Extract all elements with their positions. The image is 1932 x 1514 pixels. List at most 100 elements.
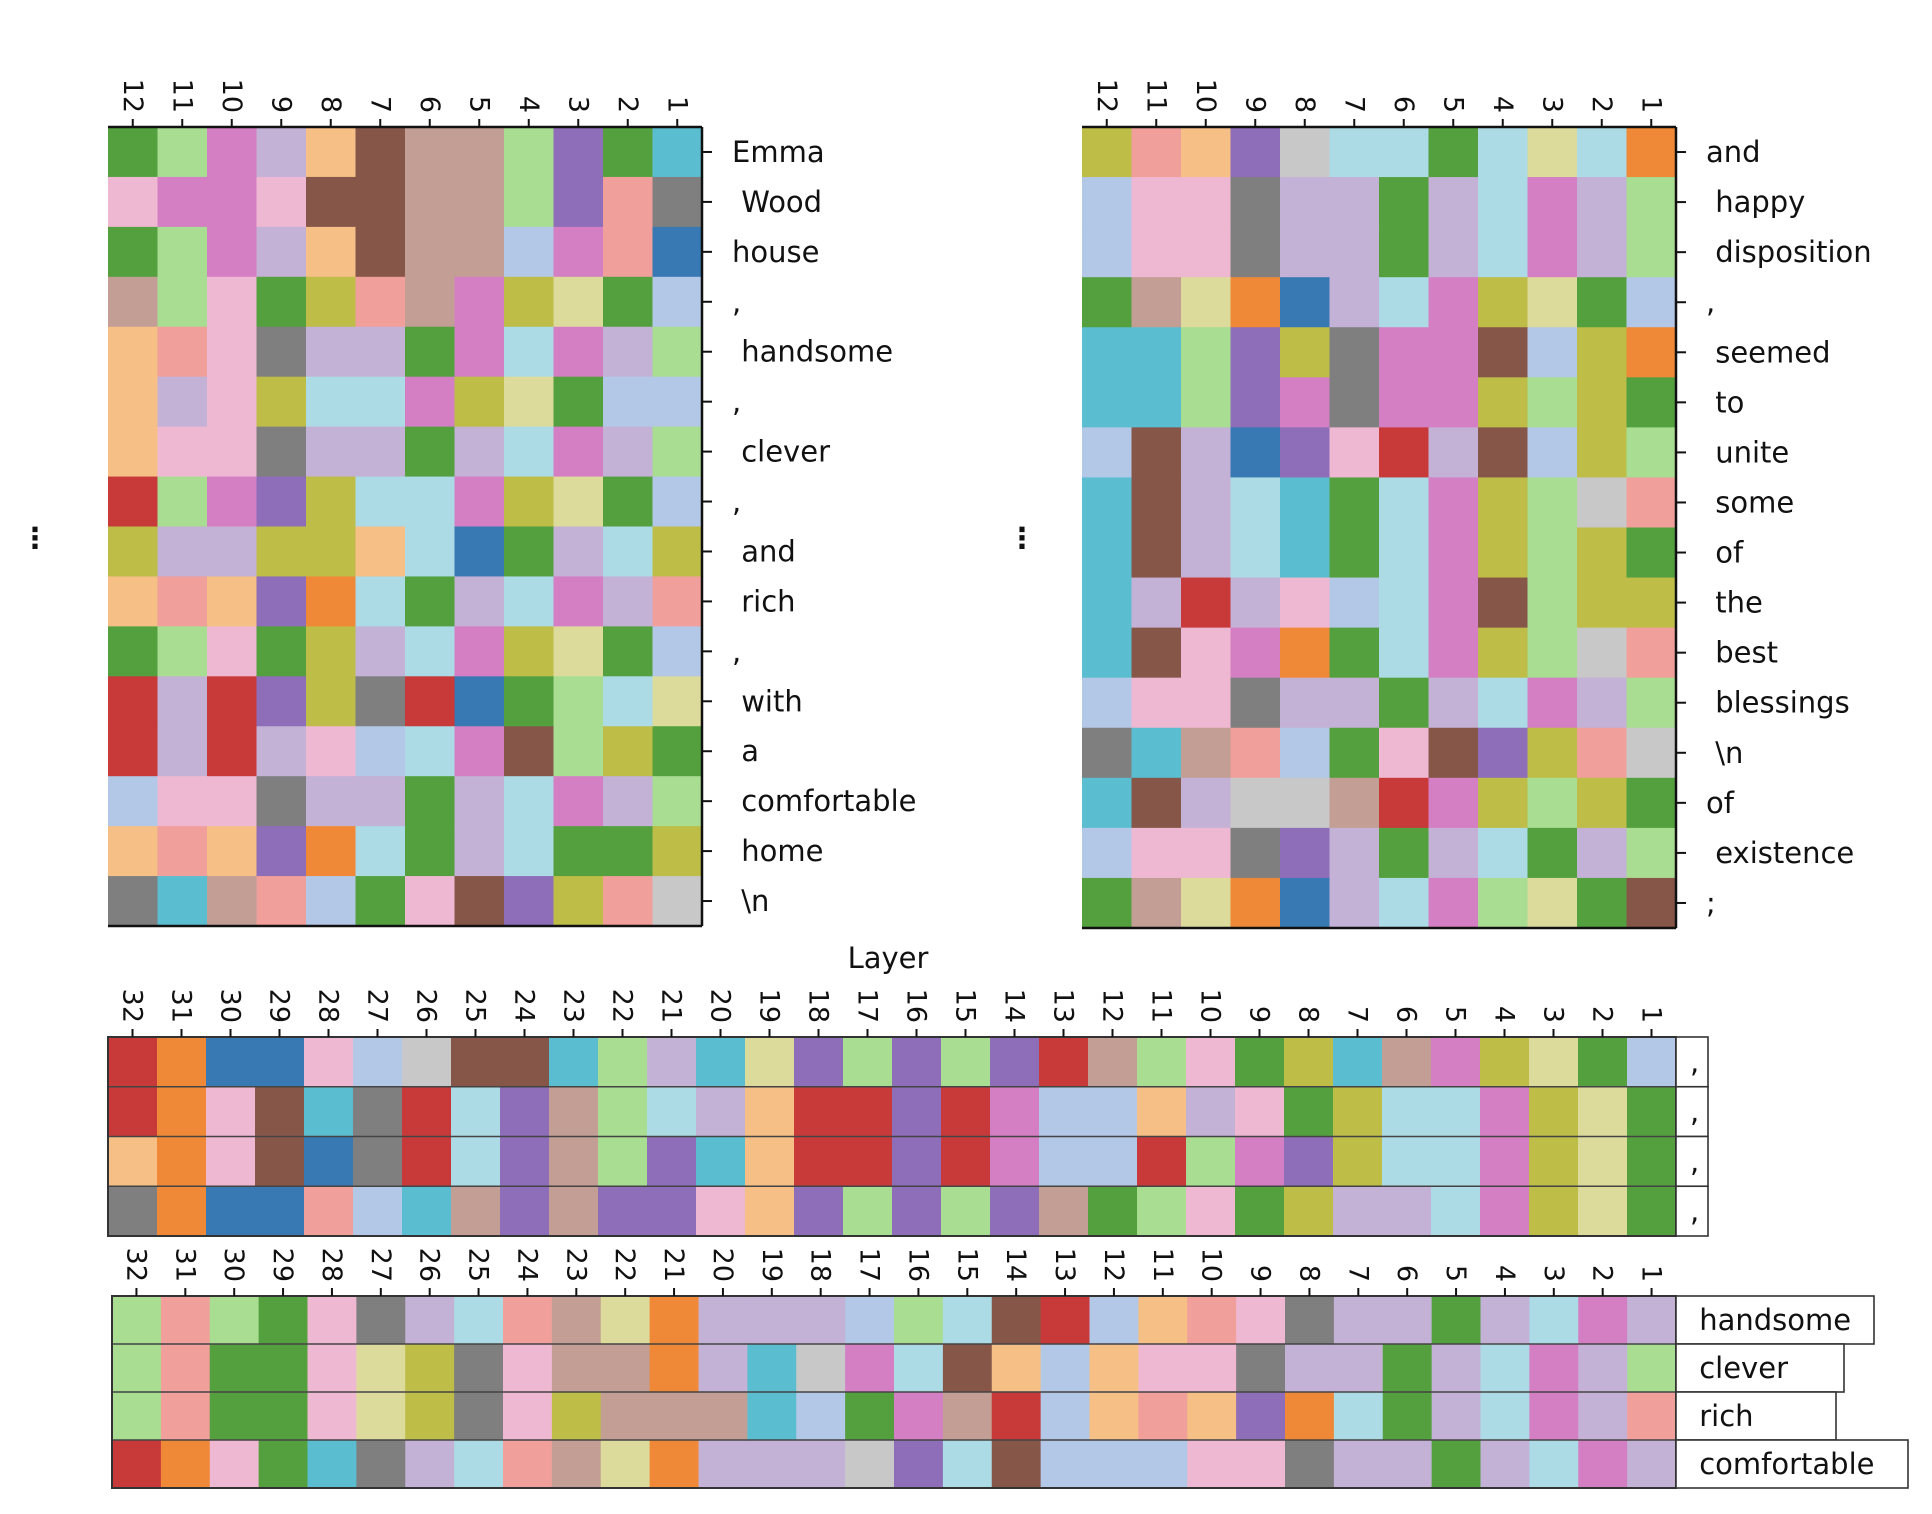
- row-token-label: ,: [732, 634, 741, 668]
- heatmap-cell: [1280, 577, 1331, 629]
- heatmap-cell: [892, 1136, 942, 1187]
- heatmap-cell: [157, 826, 208, 877]
- heatmap-cell: [355, 276, 406, 328]
- heatmap-cell: [157, 526, 208, 578]
- heatmap-cell: [1627, 1037, 1677, 1088]
- heatmap-cell: [1480, 1086, 1530, 1138]
- heatmap-cell: [1039, 1086, 1089, 1138]
- heatmap-cell: [1382, 1392, 1433, 1441]
- heatmap-cell: [553, 776, 604, 827]
- x-tick-label: 31: [166, 989, 197, 1023]
- heatmap-cell: [1428, 227, 1479, 278]
- heatmap-cell: [306, 376, 357, 428]
- token-box: [1675, 1439, 1909, 1489]
- x-tick-label: 12: [1098, 1248, 1129, 1282]
- heatmap-cell: [504, 676, 555, 727]
- heatmap-cell: [504, 326, 555, 378]
- heatmap-cell: [108, 326, 159, 378]
- heatmap-cell: [843, 1186, 893, 1237]
- heatmap-cell: [108, 876, 159, 927]
- heatmap-cell: [1626, 177, 1677, 228]
- heatmap-cell: [108, 476, 159, 528]
- heatmap-cell: [553, 526, 604, 578]
- heatmap-cell: [1577, 877, 1628, 929]
- heatmap-cell: [1082, 677, 1133, 729]
- x-tick-label: 28: [316, 1248, 347, 1282]
- heatmap-cell: [1131, 677, 1182, 729]
- heatmap-cell: [553, 876, 604, 927]
- heatmap-cell: [160, 1392, 211, 1441]
- heatmap-cell: [652, 876, 703, 927]
- heatmap-cell: [304, 1086, 354, 1138]
- heatmap-cell: [1379, 627, 1430, 679]
- heatmap-cell: [451, 1086, 501, 1138]
- x-tick-label: 9: [1244, 1006, 1275, 1023]
- heatmap-cell: [1235, 1136, 1285, 1187]
- heatmap-cell: [652, 776, 703, 827]
- x-tick-label: 2: [1586, 96, 1617, 113]
- x-tick-label: 4: [1487, 96, 1518, 113]
- heatmap-cell: [696, 1186, 746, 1237]
- heatmap-cell: [1329, 627, 1380, 679]
- x-tick-label: 15: [950, 989, 981, 1023]
- heatmap-cell: [207, 876, 258, 927]
- heatmap-cell: [1082, 627, 1133, 679]
- heatmap-cell: [1577, 127, 1628, 178]
- x-tick-label: 7: [1342, 1006, 1373, 1023]
- heatmap-cell: [454, 526, 505, 578]
- heatmap-cell: [603, 176, 654, 228]
- x-tick-label: 2: [1587, 1265, 1618, 1282]
- heatmap-cell: [356, 1344, 406, 1393]
- heatmap-cell: [1131, 327, 1182, 378]
- heatmap-cell: [306, 526, 357, 578]
- x-tick-label: 11: [1140, 79, 1171, 113]
- heatmap-cell: [1379, 427, 1430, 479]
- heatmap-cell: [1329, 477, 1380, 529]
- heatmap-cell: [256, 676, 307, 727]
- heatmap-cell: [353, 1186, 403, 1237]
- heatmap-cell: [1379, 177, 1430, 228]
- heatmap-cell: [307, 1392, 357, 1441]
- heatmap-cell: [1131, 727, 1182, 779]
- heatmap-cell: [1285, 1296, 1335, 1345]
- heatmap-cell: [454, 1392, 504, 1441]
- heatmap-cell: [1284, 1037, 1334, 1088]
- heatmap-cell: [256, 776, 307, 827]
- heatmap-cell: [549, 1186, 599, 1237]
- heatmap-cell: [306, 326, 357, 378]
- token-box: [1675, 1135, 1709, 1188]
- heatmap-cell: [1527, 627, 1578, 679]
- heatmap-cell: [207, 626, 258, 677]
- x-tick-label: 2: [612, 96, 643, 113]
- heatmap-cell: [1329, 877, 1380, 929]
- row-token-label: ,: [1690, 1095, 1699, 1129]
- heatmap-cell: [1088, 1037, 1138, 1088]
- heatmap-cell: [255, 1086, 305, 1138]
- heatmap-cell: [504, 226, 555, 278]
- heatmap-cell: [652, 826, 703, 877]
- heatmap-cell: [108, 576, 159, 627]
- heatmap-cell: [551, 1344, 602, 1393]
- heatmap-cell: [256, 476, 307, 528]
- heatmap-cell: [504, 876, 555, 927]
- heatmap-cell: [1527, 727, 1578, 779]
- heatmap-cell: [1230, 377, 1281, 428]
- heatmap-cell: [1329, 127, 1380, 178]
- heatmap-cell: [157, 576, 208, 627]
- x-tick-label: 6: [1388, 96, 1419, 113]
- heatmap-cell: [551, 1440, 602, 1489]
- heatmap-cell: [603, 826, 654, 877]
- heatmap-cell: [603, 876, 654, 927]
- heatmap-cell: [942, 1344, 993, 1393]
- heatmap-cell: [1230, 227, 1281, 278]
- heatmap-cell: [157, 1136, 207, 1187]
- heatmap-cell: [157, 176, 208, 228]
- heatmap-cell: [1329, 427, 1380, 479]
- heatmap-cell: [1431, 1037, 1481, 1088]
- heatmap-cell: [1382, 1136, 1432, 1187]
- heatmap-cell: [553, 576, 604, 627]
- heatmap-cell: [405, 626, 456, 677]
- heatmap-cell: [157, 726, 208, 777]
- heatmap-cell: [991, 1344, 1042, 1393]
- heatmap-cell: [603, 626, 654, 677]
